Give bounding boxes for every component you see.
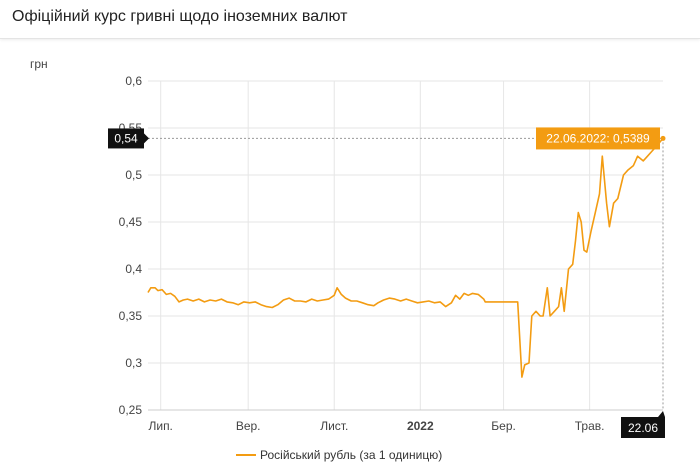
x-axis: Лип. Вер. Лист. 2022 Бер. Трав. bbox=[148, 409, 663, 433]
y-value-marker-arrow bbox=[144, 133, 149, 144]
x-tick-label: Бер. bbox=[491, 419, 516, 433]
line-chart[interactable]: 0,60,550,50,450,40,350,30,25 Лип. Вер. Лис… bbox=[0, 40, 700, 473]
highlight-markers: 0,54 22.06 22.06.2022: 0,5389 bbox=[108, 127, 666, 438]
y-axis-label: грн bbox=[30, 57, 48, 71]
x-tick-label: Лип. bbox=[148, 419, 172, 433]
x-tick-label: Трав. bbox=[575, 419, 605, 433]
x-value-marker-arrow bbox=[658, 411, 665, 417]
y-tick-label: 0,6 bbox=[125, 74, 142, 88]
tooltip-text: 22.06.2022: 0,5389 bbox=[546, 131, 650, 145]
chart-header: Офіційний курс гривні щодо іноземних вал… bbox=[0, 0, 700, 39]
x-value-marker bbox=[621, 417, 665, 438]
chart-legend[interactable]: Російський рубль (за 1 одиницю) bbox=[236, 448, 442, 462]
tooltip-box bbox=[536, 127, 660, 150]
x-tick-label: Вер. bbox=[236, 419, 261, 433]
y-tick-label: 0,25 bbox=[119, 403, 143, 417]
y-tick-label: 0,4 bbox=[125, 262, 142, 276]
x-value-marker-label: 22.06 bbox=[628, 421, 658, 435]
legend-label: Російський рубль (за 1 одиницю) bbox=[260, 448, 442, 462]
x-tick-label: 2022 bbox=[407, 419, 434, 433]
y-tick-label: 0,3 bbox=[125, 356, 142, 370]
y-tick-label: 0,5 bbox=[125, 168, 142, 182]
page-title: Офіційний курс гривні щодо іноземних вал… bbox=[12, 8, 348, 25]
grid-lines bbox=[148, 80, 663, 411]
y-value-marker bbox=[108, 128, 144, 149]
y-value-marker-label: 0,54 bbox=[114, 131, 138, 145]
series-line-rub[interactable] bbox=[147, 137, 664, 378]
y-axis: 0,60,550,50,450,40,350,30,25 bbox=[119, 74, 143, 417]
y-tick-label: 0,35 bbox=[119, 309, 143, 323]
series-group[interactable] bbox=[147, 137, 664, 378]
y-tick-label: 0,45 bbox=[119, 215, 143, 229]
highlight-point bbox=[660, 135, 666, 141]
x-tick-label: Лист. bbox=[320, 419, 348, 433]
